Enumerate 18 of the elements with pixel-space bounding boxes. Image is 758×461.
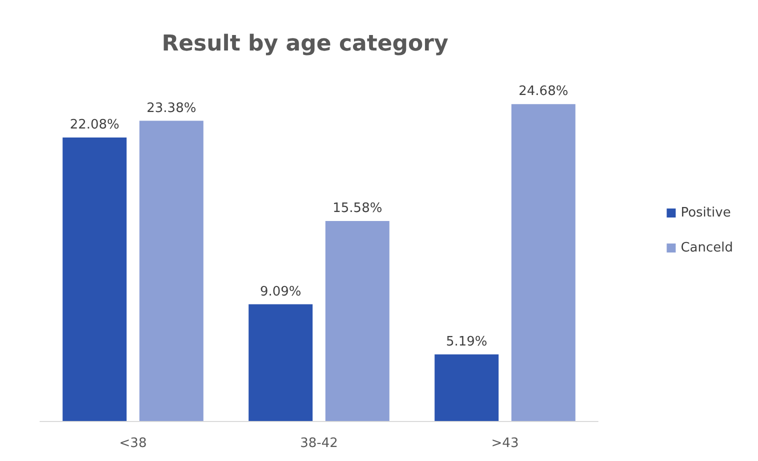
legend-label: Positive (680, 206, 731, 220)
x-tick-label: <38 (119, 436, 147, 451)
data-label: 22.08% (70, 117, 120, 132)
bar (434, 354, 499, 421)
bar (139, 120, 204, 421)
bar (248, 304, 313, 421)
data-label: 23.38% (146, 100, 196, 116)
chart-title: Result by age category (162, 32, 448, 56)
x-tick-label: >43 (491, 436, 519, 451)
bar (62, 137, 127, 421)
bar (511, 104, 576, 421)
data-label: 24.68% (518, 84, 568, 100)
data-label: 9.09% (260, 284, 302, 300)
data-label: 5.19% (446, 334, 488, 350)
data-label: 15.58% (332, 200, 382, 216)
bar (325, 220, 390, 421)
legend-label: Canceld (680, 240, 734, 256)
x-tick-label: 38-42 (300, 436, 338, 451)
